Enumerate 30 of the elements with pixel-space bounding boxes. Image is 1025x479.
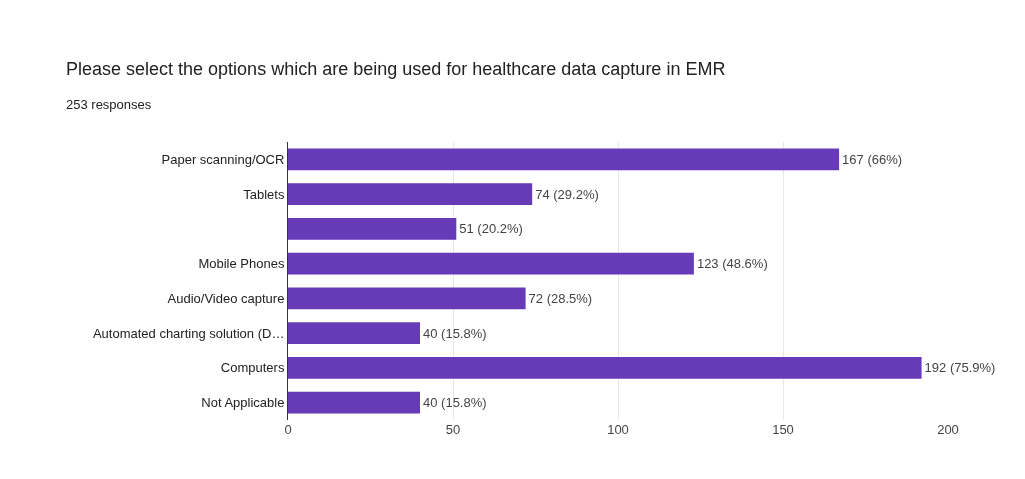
bar: [288, 322, 420, 344]
y-tick-label: Automated charting solution (D…: [92, 325, 285, 341]
data-label: 72 (28.5%): [528, 290, 593, 306]
data-label: 167 (66%): [842, 151, 903, 167]
data-label: 192 (75.9%): [924, 360, 996, 376]
bar: [288, 148, 840, 171]
data-label: 123 (48.6%): [696, 256, 768, 272]
bar: [288, 218, 457, 240]
y-tick-label: Not Applicable: [201, 395, 285, 411]
chart-title: Please select the options which are being used for healthcare data capture in EMR: [66, 58, 726, 79]
y-tick-label: Computers: [220, 360, 285, 376]
x-tick-label: 100: [607, 422, 629, 437]
bar: [288, 183, 533, 205]
data-label: 74 (29.2%): [535, 186, 599, 202]
y-tick-label: Paper scanning/OCR: [161, 151, 285, 167]
data-label: 40 (15.8%): [423, 325, 487, 341]
bar: [288, 357, 922, 379]
x-tick-label: 50: [445, 422, 461, 437]
bar: [288, 287, 526, 310]
text: 253 responses: [66, 96, 152, 112]
y-tick-label: Tablets: [243, 186, 285, 202]
y-tick-label: Mobile Phones: [198, 256, 285, 272]
x-tick-label: 200: [937, 422, 959, 437]
x-tick-label: 150: [772, 422, 794, 437]
bar: [288, 252, 694, 275]
bar: [288, 391, 420, 414]
x-tick-label: 0: [284, 422, 292, 437]
data-label: 51 (20.2%): [459, 221, 523, 237]
data-label: 40 (15.8%): [423, 395, 487, 411]
y-tick-label: Audio/Video capture: [167, 290, 285, 306]
